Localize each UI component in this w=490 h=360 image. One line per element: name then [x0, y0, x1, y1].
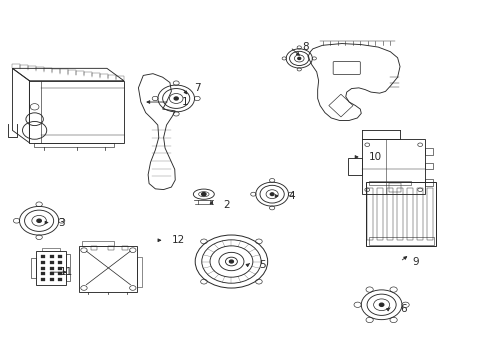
Bar — [41, 278, 46, 281]
Bar — [41, 261, 46, 264]
Bar — [369, 181, 411, 185]
Bar — [58, 278, 62, 281]
Bar — [417, 188, 423, 240]
Text: 2: 2 — [223, 200, 230, 210]
Bar — [66, 254, 70, 281]
Bar — [41, 273, 46, 275]
Text: 5: 5 — [260, 260, 266, 270]
Bar — [427, 188, 433, 240]
Bar — [138, 257, 142, 287]
Circle shape — [37, 219, 41, 222]
Bar — [49, 261, 54, 264]
Bar — [425, 179, 433, 186]
Text: 1: 1 — [182, 97, 189, 107]
Bar — [58, 261, 62, 264]
Bar — [49, 255, 54, 258]
Bar — [369, 237, 434, 244]
Bar — [36, 251, 66, 284]
Bar — [108, 246, 114, 250]
Bar — [425, 148, 433, 155]
Text: 9: 9 — [412, 257, 419, 266]
Circle shape — [379, 303, 384, 306]
Text: 3: 3 — [58, 217, 65, 228]
Text: 10: 10 — [368, 152, 382, 162]
Bar — [49, 278, 54, 281]
Bar — [122, 246, 127, 250]
Bar — [49, 273, 54, 275]
Bar — [91, 246, 97, 250]
Bar — [58, 267, 62, 270]
Bar — [362, 139, 425, 194]
Text: 11: 11 — [60, 267, 73, 277]
Bar — [58, 255, 62, 258]
Bar — [34, 143, 115, 147]
Bar — [41, 255, 46, 258]
Bar — [367, 188, 373, 240]
Text: 12: 12 — [172, 235, 185, 245]
Bar — [397, 188, 403, 240]
Circle shape — [229, 260, 233, 263]
Bar — [348, 158, 362, 175]
Bar — [79, 246, 138, 292]
Bar — [389, 183, 401, 192]
Bar — [31, 258, 36, 278]
Bar — [82, 242, 114, 246]
Text: 6: 6 — [400, 304, 407, 314]
Bar — [425, 163, 433, 170]
Bar — [49, 267, 54, 270]
Bar — [377, 188, 383, 240]
Bar — [407, 188, 413, 240]
Circle shape — [202, 193, 206, 196]
Bar — [58, 273, 62, 275]
Circle shape — [298, 57, 301, 59]
Bar — [42, 248, 60, 251]
Text: 4: 4 — [289, 191, 295, 201]
Bar — [387, 188, 393, 240]
Bar — [366, 182, 437, 246]
Bar — [41, 267, 46, 270]
Circle shape — [174, 97, 178, 100]
Bar — [29, 81, 124, 143]
Text: 7: 7 — [194, 83, 201, 93]
Text: 8: 8 — [302, 42, 309, 52]
Circle shape — [270, 193, 274, 195]
